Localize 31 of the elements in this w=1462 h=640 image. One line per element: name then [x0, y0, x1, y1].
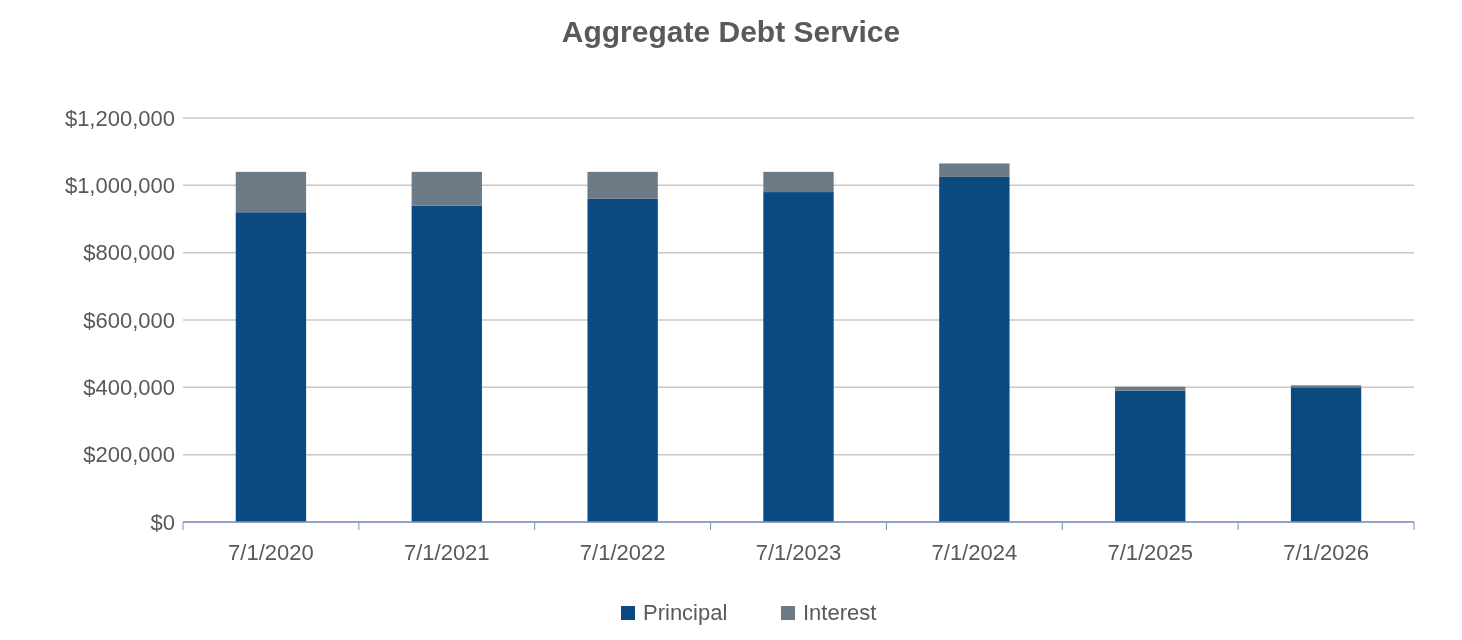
x-tick-label: 7/1/2026 — [1283, 540, 1369, 565]
y-tick-label: $400,000 — [83, 375, 175, 401]
bar — [1290, 385, 1362, 388]
bar — [939, 163, 1010, 177]
y-tick-label: $0 — [150, 509, 175, 535]
bar — [235, 171, 307, 213]
chart-title: Aggregate Debt Service — [561, 15, 901, 48]
legend-label: Interest — [803, 600, 877, 625]
bar — [763, 192, 834, 522]
y-tick-label: $1,200,000 — [64, 105, 175, 131]
bar — [235, 212, 307, 522]
x-tick-label: 7/1/2023 — [755, 540, 842, 565]
bar — [587, 198, 658, 522]
bar — [1115, 386, 1186, 391]
y-tick-label: $1,000,000 — [64, 173, 175, 199]
bar — [1290, 387, 1362, 522]
y-tick-label: $800,000 — [83, 240, 175, 266]
x-tick-label: 7/1/2025 — [1107, 540, 1194, 565]
bar — [1115, 390, 1186, 522]
bar — [411, 171, 482, 206]
bar — [939, 176, 1010, 522]
x-tick-label: 7/1/2022 — [579, 540, 666, 565]
x-tick-label: 7/1/2021 — [403, 540, 490, 565]
bar — [587, 171, 658, 199]
bar — [763, 171, 834, 193]
y-tick-label: $600,000 — [83, 307, 175, 333]
bar — [411, 205, 482, 522]
y-tick-label: $200,000 — [83, 442, 175, 468]
x-tick-label: 7/1/2020 — [228, 540, 314, 565]
x-tick-label: 7/1/2024 — [931, 540, 1018, 565]
legend-label: Principal — [643, 600, 728, 625]
